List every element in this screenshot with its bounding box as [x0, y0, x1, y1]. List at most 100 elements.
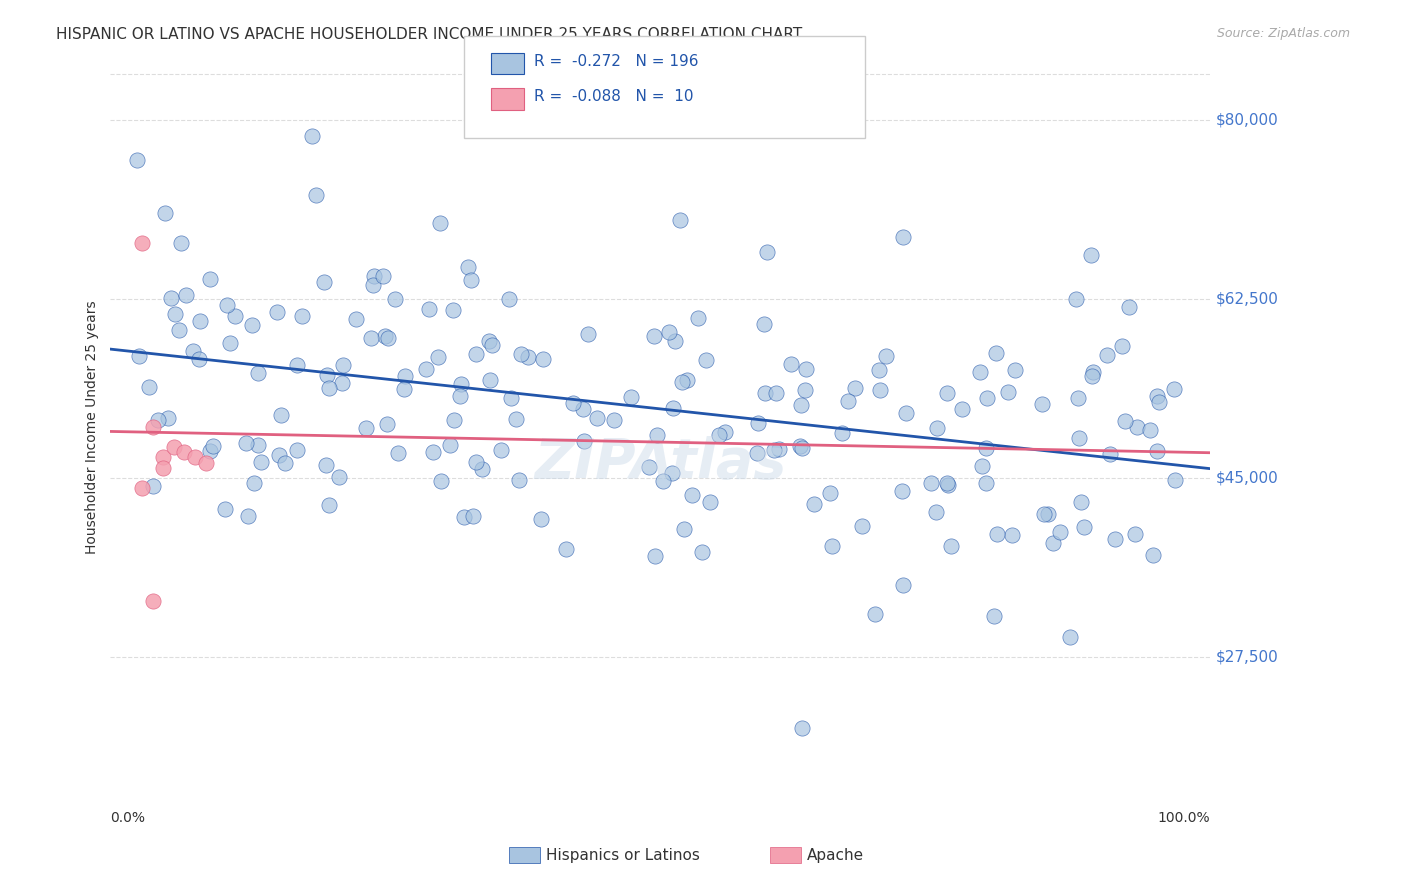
Text: $62,500: $62,500	[1216, 292, 1278, 306]
Point	[938, 477, 960, 491]
Point	[707, 427, 730, 442]
Point	[818, 485, 841, 500]
Point	[745, 446, 768, 460]
Point	[127, 153, 149, 167]
Point	[1069, 431, 1091, 445]
Point	[891, 578, 914, 592]
Point	[464, 455, 486, 469]
Point	[586, 411, 609, 425]
Point	[754, 385, 776, 400]
Point	[214, 501, 236, 516]
Point	[1149, 395, 1171, 409]
Point	[450, 389, 472, 403]
Point	[643, 328, 665, 343]
Point	[765, 385, 787, 400]
Point	[673, 522, 696, 536]
Point	[1146, 389, 1168, 403]
Point	[422, 445, 444, 459]
Text: $80,000: $80,000	[1216, 112, 1278, 128]
Point	[756, 245, 779, 260]
Point	[1080, 248, 1102, 262]
Point	[305, 187, 328, 202]
Point	[274, 456, 297, 470]
Point	[153, 206, 176, 220]
Point	[1036, 507, 1059, 521]
Point	[159, 291, 181, 305]
Point	[163, 307, 186, 321]
Point	[831, 425, 853, 440]
Point	[356, 421, 378, 435]
Text: $27,500: $27,500	[1216, 649, 1278, 665]
Point	[681, 488, 703, 502]
Point	[301, 129, 323, 144]
Point	[441, 303, 464, 318]
Point	[890, 483, 912, 498]
Point	[925, 505, 948, 519]
Point	[360, 331, 382, 345]
Point	[803, 498, 825, 512]
Point	[156, 410, 179, 425]
Point	[572, 434, 595, 449]
Point	[699, 495, 721, 509]
Point	[235, 436, 257, 450]
Point	[478, 334, 501, 348]
Point	[1059, 630, 1081, 644]
Text: R =  -0.088   N =  10: R = -0.088 N = 10	[534, 89, 693, 103]
Point	[936, 476, 959, 491]
Point	[690, 545, 713, 559]
Point	[464, 347, 486, 361]
Point	[675, 373, 697, 387]
Text: Apache: Apache	[807, 848, 865, 863]
Point	[647, 428, 669, 442]
Point	[875, 349, 897, 363]
Point	[371, 268, 394, 283]
Point	[747, 416, 769, 430]
Point	[219, 336, 242, 351]
Text: Hispanics or Latinos: Hispanics or Latinos	[546, 848, 699, 863]
Point	[638, 460, 661, 475]
Point	[562, 396, 585, 410]
Point	[664, 334, 686, 348]
Point	[142, 593, 165, 607]
Point	[688, 310, 710, 325]
Point	[152, 460, 174, 475]
Point	[387, 446, 409, 460]
Point	[1083, 365, 1105, 379]
Point	[644, 549, 666, 564]
Point	[894, 406, 917, 420]
Point	[453, 510, 475, 524]
Point	[1142, 549, 1164, 563]
Point	[1098, 447, 1121, 461]
Point	[318, 380, 340, 394]
Point	[572, 402, 595, 417]
Point	[752, 318, 775, 332]
Point	[1163, 382, 1185, 396]
Point	[170, 235, 193, 250]
Point	[443, 413, 465, 427]
Point	[936, 385, 959, 400]
Point	[983, 609, 1005, 624]
Point	[1031, 397, 1053, 411]
Point	[247, 366, 270, 380]
Point	[531, 352, 554, 367]
Point	[1004, 362, 1026, 376]
Point	[415, 362, 437, 376]
Point	[763, 443, 786, 458]
Text: Source: ZipAtlas.com: Source: ZipAtlas.com	[1216, 27, 1350, 40]
Point	[794, 362, 817, 376]
Point	[789, 439, 811, 453]
Point	[920, 475, 942, 490]
Point	[1139, 423, 1161, 437]
Point	[997, 384, 1019, 399]
Point	[1067, 391, 1090, 405]
Point	[671, 376, 693, 390]
Point	[695, 352, 717, 367]
Point	[439, 438, 461, 452]
Point	[224, 309, 246, 323]
Point	[1042, 536, 1064, 550]
Point	[714, 425, 737, 440]
Point	[505, 411, 527, 425]
Point	[429, 474, 451, 488]
Point	[969, 365, 991, 379]
Point	[243, 476, 266, 491]
